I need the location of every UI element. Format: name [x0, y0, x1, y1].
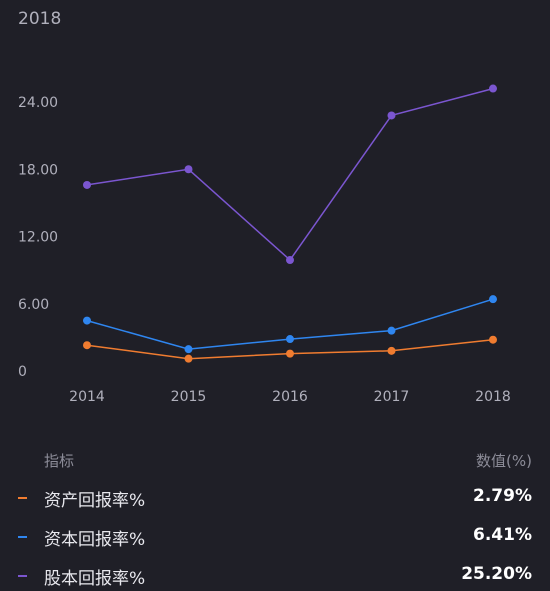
- legend-swatch: [18, 536, 27, 538]
- legend-item-value: 25.20%: [461, 564, 532, 584]
- data-point: [286, 349, 294, 358]
- y-tick-label: 12.00: [18, 230, 58, 246]
- legend-header-value: 数值(%): [476, 452, 532, 470]
- data-point: [83, 341, 91, 350]
- chart-title: 2018: [18, 9, 62, 29]
- data-point: [387, 346, 396, 355]
- legend-header: 指标 数值(%): [44, 450, 532, 470]
- data-point: [184, 345, 193, 354]
- legend-item-equity-return[interactable]: 股本回报率% 25.20%: [18, 564, 532, 589]
- x-tick-label: 2016: [272, 389, 308, 405]
- data-point: [184, 165, 193, 174]
- legend-swatch: [18, 575, 27, 577]
- legend-item-value: 2.79%: [473, 486, 532, 506]
- x-tick-label: 2015: [171, 389, 207, 405]
- legend-item-label: 股本回报率%: [44, 569, 146, 589]
- y-tick-label: 18.00: [18, 162, 58, 178]
- data-point: [286, 335, 294, 344]
- x-tick-label: 2014: [69, 389, 105, 405]
- line-chart: 0 6.00 12.00 18.00 24.00 2014 2015 2016 2017 2018: [18, 84, 511, 405]
- legend-item-label: 资本回报率%: [44, 530, 146, 550]
- data-point: [286, 256, 294, 265]
- data-point: [387, 326, 396, 335]
- data-point: [489, 295, 497, 304]
- legend-item-asset-return[interactable]: 资产回报率% 2.79%: [18, 486, 532, 511]
- series-line: [86, 87, 494, 262]
- legend-item-label: 资产回报率%: [44, 491, 146, 511]
- data-point: [387, 111, 396, 120]
- data-point: [83, 180, 91, 189]
- data-point: [489, 84, 497, 93]
- legend-swatch: [18, 497, 27, 499]
- data-point: [184, 354, 193, 363]
- x-tick-label: 2017: [374, 389, 410, 405]
- y-tick-label: 24.00: [18, 95, 58, 111]
- legend-item-capital-return[interactable]: 资本回报率% 6.41%: [18, 525, 532, 550]
- data-point: [489, 335, 497, 344]
- y-tick-label: 0: [18, 364, 27, 380]
- legend-header-indicator: 指标: [44, 452, 75, 470]
- legend-item-value: 6.41%: [473, 525, 532, 545]
- y-tick-label: 6.00: [18, 297, 49, 313]
- data-point: [83, 316, 91, 325]
- x-tick-label: 2018: [475, 389, 511, 405]
